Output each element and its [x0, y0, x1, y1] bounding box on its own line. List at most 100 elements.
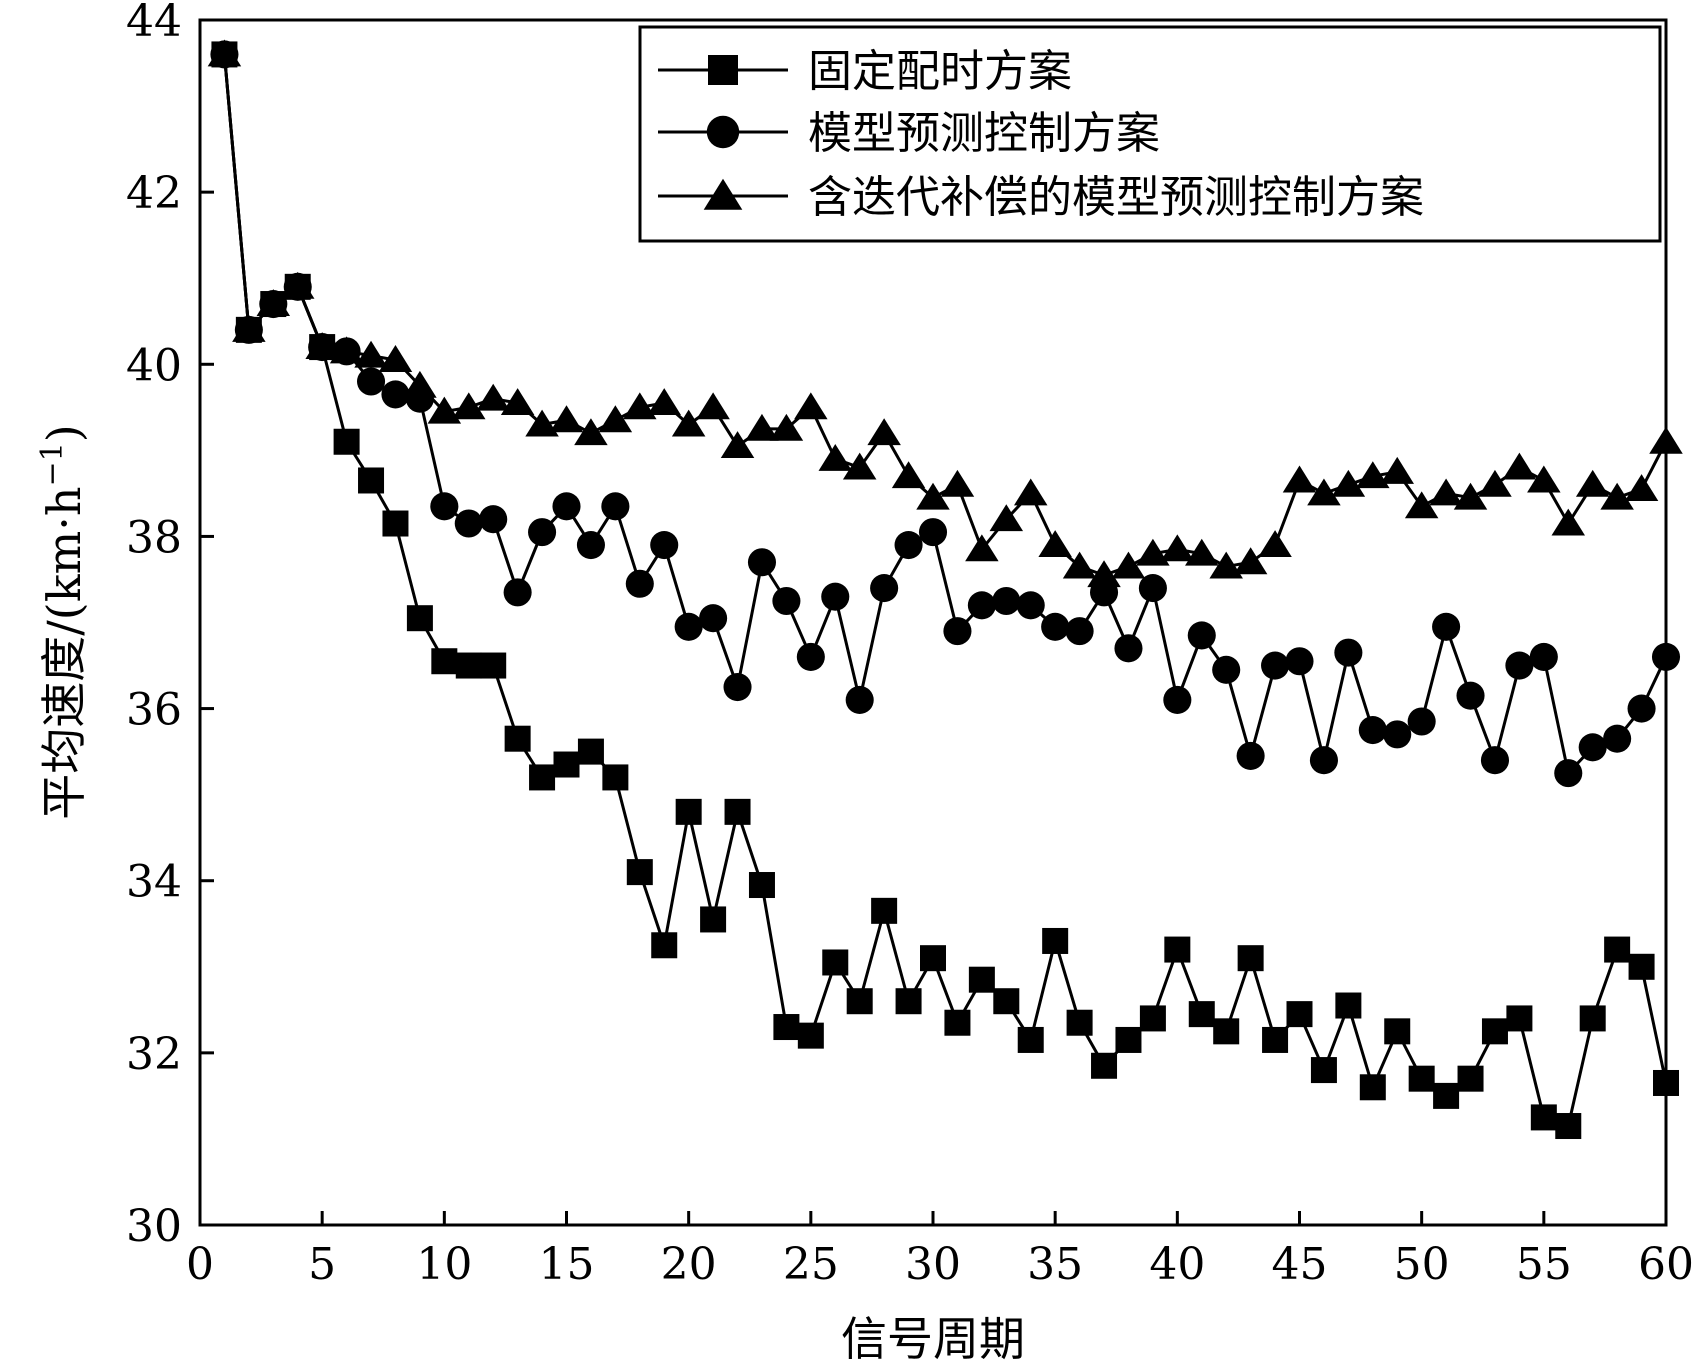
x-axis-title: 信号周期	[841, 1312, 1025, 1366]
data-point	[796, 642, 825, 671]
data-point	[552, 492, 581, 521]
data-point	[920, 945, 946, 972]
data-point	[207, 39, 242, 67]
data-point	[329, 336, 364, 364]
data-point	[356, 367, 386, 396]
data-point	[1429, 478, 1463, 506]
data-point	[1136, 538, 1170, 566]
data-point	[1529, 642, 1558, 671]
data-point	[525, 409, 559, 437]
series-circle	[210, 40, 1681, 788]
data-point	[1309, 746, 1338, 775]
y-tick-label: 44	[126, 0, 182, 47]
data-point	[1604, 936, 1631, 963]
data-point	[1115, 1026, 1142, 1053]
data-point	[1114, 634, 1143, 663]
data-point	[1062, 551, 1097, 579]
data-point	[1138, 574, 1167, 603]
data-point	[601, 492, 630, 521]
data-point	[1185, 538, 1219, 566]
data-point	[916, 482, 950, 510]
data-point	[650, 530, 679, 560]
y-axis-title: 平均速度/(km·h−1)	[35, 424, 91, 819]
data-point	[378, 345, 413, 372]
data-point	[1432, 612, 1461, 641]
x-tick-label: 35	[1027, 1239, 1083, 1290]
data-point	[333, 428, 360, 455]
series-group	[207, 39, 1683, 1140]
data-point	[1213, 1018, 1240, 1045]
x-tick-label: 40	[1149, 1239, 1205, 1290]
data-point	[1091, 1052, 1118, 1079]
data-point	[918, 518, 948, 547]
data-point	[797, 1022, 824, 1049]
data-point	[553, 751, 580, 778]
data-point	[1575, 469, 1610, 497]
data-point	[232, 314, 266, 342]
data-point	[358, 467, 385, 494]
data-point	[1258, 530, 1292, 557]
data-point	[1334, 638, 1363, 667]
data-point	[773, 1014, 800, 1041]
data-point	[1261, 651, 1290, 680]
x-tick-label: 45	[1272, 1239, 1328, 1290]
data-point	[968, 966, 995, 993]
data-point	[476, 383, 510, 411]
legend-marker	[703, 178, 743, 210]
data-point	[842, 452, 877, 480]
data-point	[354, 340, 388, 368]
x-axis-ticks: 0 5 10 15 20 25 30 35 40 45 50 55 60	[186, 1211, 1694, 1290]
data-point	[992, 586, 1021, 616]
x-tick-label: 0	[186, 1239, 214, 1290]
y-tick-label: 30	[126, 1201, 182, 1252]
data-point	[1307, 478, 1341, 506]
data-point	[1380, 456, 1414, 484]
data-point	[1285, 647, 1314, 676]
x-tick-label: 55	[1516, 1239, 1572, 1290]
data-point	[1236, 741, 1265, 770]
data-point	[1188, 1001, 1215, 1028]
data-point	[1042, 927, 1069, 954]
data-point	[479, 505, 508, 534]
y-axis-title-exponent: −1	[35, 442, 70, 486]
data-point	[626, 859, 653, 886]
data-point	[1502, 452, 1537, 480]
data-point	[1456, 681, 1485, 710]
data-point	[1383, 720, 1412, 749]
data-point	[1160, 534, 1195, 562]
series-triangle	[207, 39, 1683, 588]
data-point	[1164, 936, 1191, 963]
data-point	[1310, 1057, 1337, 1084]
y-tick-label: 34	[126, 857, 182, 908]
data-point	[454, 509, 483, 538]
data-point	[1600, 482, 1634, 510]
data-point	[965, 534, 999, 562]
y-tick-label: 40	[126, 340, 182, 391]
legend-entry: 含迭代补偿的模型预测控制方案	[658, 172, 1424, 223]
data-point	[1262, 1026, 1289, 1053]
data-point	[699, 604, 728, 633]
data-point	[1335, 992, 1362, 1019]
data-point	[1579, 1005, 1606, 1032]
data-point	[280, 271, 315, 299]
data-point	[1505, 651, 1534, 680]
data-point	[500, 388, 535, 415]
data-point	[1457, 1065, 1484, 1092]
data-point	[943, 617, 972, 646]
data-point	[602, 764, 629, 791]
legend-marker	[706, 115, 740, 149]
data-point	[1480, 746, 1510, 775]
data-point	[846, 988, 873, 1015]
x-tick-label: 50	[1394, 1239, 1450, 1290]
data-point	[528, 518, 557, 547]
data-point	[576, 530, 605, 560]
data-point	[769, 413, 804, 441]
data-point	[871, 897, 898, 924]
data-point	[503, 578, 532, 607]
data-point	[430, 492, 459, 521]
data-point	[381, 380, 410, 409]
data-point	[845, 685, 874, 715]
legend-label: 模型预测控制方案	[808, 108, 1160, 159]
